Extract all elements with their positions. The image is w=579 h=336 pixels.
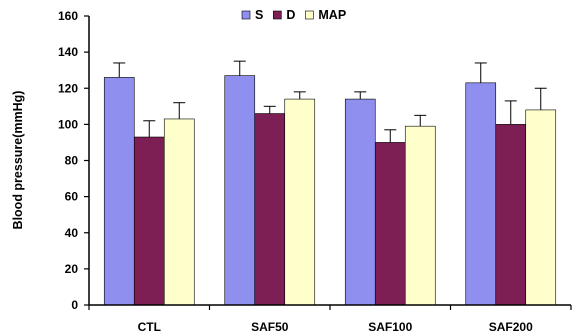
legend-swatch	[305, 10, 314, 20]
x-tick-label: SAF100	[368, 320, 412, 334]
y-tick-label: 100	[58, 117, 78, 131]
legend-label: S	[255, 8, 263, 22]
x-tick-label: SAF50	[251, 320, 289, 334]
bar	[374, 142, 406, 306]
legend-label: D	[286, 8, 295, 22]
y-axis: 0 20 40 60 80 100 120 140 160	[58, 9, 90, 312]
bar	[163, 118, 195, 306]
y-tick-label: 160	[58, 9, 78, 23]
y-tick-label: 120	[58, 81, 78, 95]
bar	[404, 125, 436, 306]
bar	[525, 109, 557, 306]
x-tick-label: CTL	[138, 320, 161, 334]
bars	[103, 60, 557, 306]
y-tick-label: 0	[71, 298, 78, 312]
bar	[224, 75, 256, 306]
y-tick-label: 20	[65, 262, 79, 276]
y-axis-label: Blood pressure(mmHg)	[11, 91, 25, 230]
bar	[344, 98, 376, 306]
bar	[495, 124, 527, 306]
bar	[133, 136, 165, 306]
bar	[465, 82, 497, 306]
x-tick-label: SAF200	[489, 320, 533, 334]
bar	[284, 98, 316, 306]
y-tick-label: 40	[65, 226, 79, 240]
legend-label: MAP	[318, 8, 346, 22]
bar	[254, 113, 286, 306]
legend: S D MAP	[241, 8, 346, 22]
y-tick-label: 60	[65, 190, 79, 204]
bar	[103, 77, 135, 306]
y-tick-label: 80	[65, 154, 79, 168]
legend-swatch	[241, 10, 251, 20]
y-tick-label: 140	[58, 45, 78, 59]
legend-swatch	[273, 10, 282, 20]
x-axis: CTL SAF50 SAF100 SAF200	[88, 304, 572, 334]
